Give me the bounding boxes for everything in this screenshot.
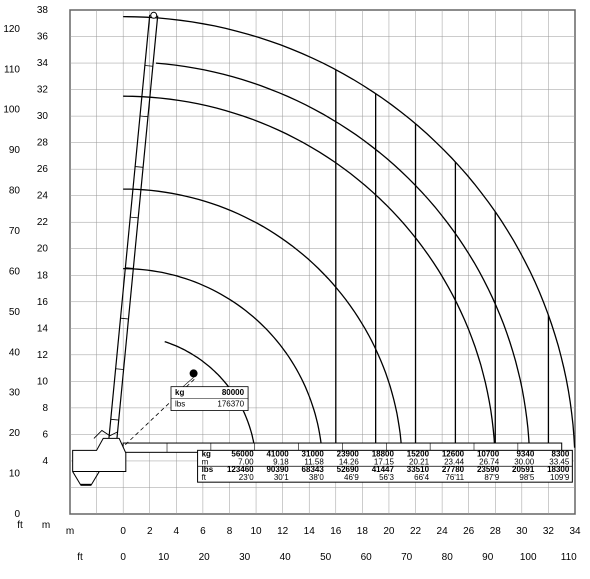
svg-text:70: 70 xyxy=(401,552,413,563)
svg-text:10: 10 xyxy=(37,376,49,387)
svg-text:98'5: 98'5 xyxy=(519,473,534,482)
svg-text:2: 2 xyxy=(147,526,153,537)
svg-text:30: 30 xyxy=(9,388,21,399)
svg-text:109'9: 109'9 xyxy=(550,473,570,482)
svg-text:80: 80 xyxy=(442,552,454,563)
svg-text:34: 34 xyxy=(569,526,581,537)
y-axis-ft-label: ft xyxy=(17,520,23,531)
svg-text:38'0: 38'0 xyxy=(309,473,324,482)
svg-text:0: 0 xyxy=(14,509,20,520)
svg-text:10: 10 xyxy=(250,526,262,537)
chart-bg xyxy=(0,0,590,579)
svg-text:120: 120 xyxy=(3,24,20,35)
svg-text:80: 80 xyxy=(9,186,21,197)
svg-text:28: 28 xyxy=(37,138,49,149)
svg-text:22: 22 xyxy=(37,217,49,228)
svg-text:8: 8 xyxy=(227,526,233,537)
svg-text:4: 4 xyxy=(174,526,180,537)
svg-text:50: 50 xyxy=(320,552,332,563)
svg-text:87'9: 87'9 xyxy=(484,473,499,482)
svg-text:0: 0 xyxy=(120,526,126,537)
capacity-marker xyxy=(190,369,198,377)
x-axis-m-label: m xyxy=(66,526,74,537)
svg-text:20: 20 xyxy=(199,552,211,563)
svg-text:6: 6 xyxy=(42,429,48,440)
svg-text:ft: ft xyxy=(202,473,207,482)
svg-text:110: 110 xyxy=(561,552,577,563)
svg-text:32: 32 xyxy=(543,526,555,537)
svg-text:16: 16 xyxy=(330,526,342,537)
svg-text:80000: 80000 xyxy=(222,388,245,397)
svg-text:46'9: 46'9 xyxy=(344,473,359,482)
svg-text:28: 28 xyxy=(490,526,502,537)
svg-text:100: 100 xyxy=(3,105,20,116)
svg-text:30: 30 xyxy=(516,526,528,537)
svg-text:40: 40 xyxy=(9,347,21,358)
svg-text:14: 14 xyxy=(304,526,316,537)
svg-text:90: 90 xyxy=(482,552,494,563)
svg-text:60: 60 xyxy=(9,266,21,277)
svg-text:23'0: 23'0 xyxy=(239,473,254,482)
svg-text:176370: 176370 xyxy=(217,400,244,409)
svg-text:22: 22 xyxy=(410,526,422,537)
svg-text:110: 110 xyxy=(4,64,20,75)
svg-text:10: 10 xyxy=(9,469,21,480)
svg-text:30: 30 xyxy=(37,111,49,122)
svg-text:56'3: 56'3 xyxy=(379,473,394,482)
svg-text:76'11: 76'11 xyxy=(445,473,464,482)
svg-text:100: 100 xyxy=(520,552,537,563)
x-axis-ft-label: ft xyxy=(77,552,83,563)
svg-text:4: 4 xyxy=(42,456,48,467)
svg-text:34: 34 xyxy=(37,58,49,69)
svg-text:50: 50 xyxy=(9,307,21,318)
svg-text:90: 90 xyxy=(9,145,21,156)
svg-text:18: 18 xyxy=(357,526,369,537)
svg-text:26: 26 xyxy=(37,164,49,175)
svg-text:14: 14 xyxy=(37,323,49,334)
svg-text:12: 12 xyxy=(277,526,289,537)
svg-text:6: 6 xyxy=(200,526,206,537)
svg-text:60: 60 xyxy=(361,552,373,563)
svg-text:18: 18 xyxy=(37,270,49,281)
svg-text:20: 20 xyxy=(9,428,21,439)
y-axis-m-label: m xyxy=(42,520,50,531)
svg-text:20: 20 xyxy=(383,526,395,537)
svg-text:16: 16 xyxy=(37,297,49,308)
svg-text:kg: kg xyxy=(175,388,184,397)
svg-text:24: 24 xyxy=(437,526,449,537)
svg-text:lbs: lbs xyxy=(175,400,185,409)
svg-text:10: 10 xyxy=(158,552,170,563)
svg-text:24: 24 xyxy=(37,191,49,202)
svg-text:40: 40 xyxy=(280,552,292,563)
svg-text:20: 20 xyxy=(37,244,49,255)
svg-text:32: 32 xyxy=(37,85,49,96)
svg-text:8: 8 xyxy=(42,403,48,414)
svg-text:12: 12 xyxy=(37,350,49,361)
svg-text:26: 26 xyxy=(463,526,475,537)
svg-text:0: 0 xyxy=(120,552,126,563)
svg-text:38: 38 xyxy=(37,5,49,16)
svg-text:36: 36 xyxy=(37,32,49,43)
svg-text:30: 30 xyxy=(239,552,251,563)
svg-text:30'1: 30'1 xyxy=(274,473,289,482)
svg-text:70: 70 xyxy=(9,226,21,237)
svg-text:66'4: 66'4 xyxy=(414,473,429,482)
